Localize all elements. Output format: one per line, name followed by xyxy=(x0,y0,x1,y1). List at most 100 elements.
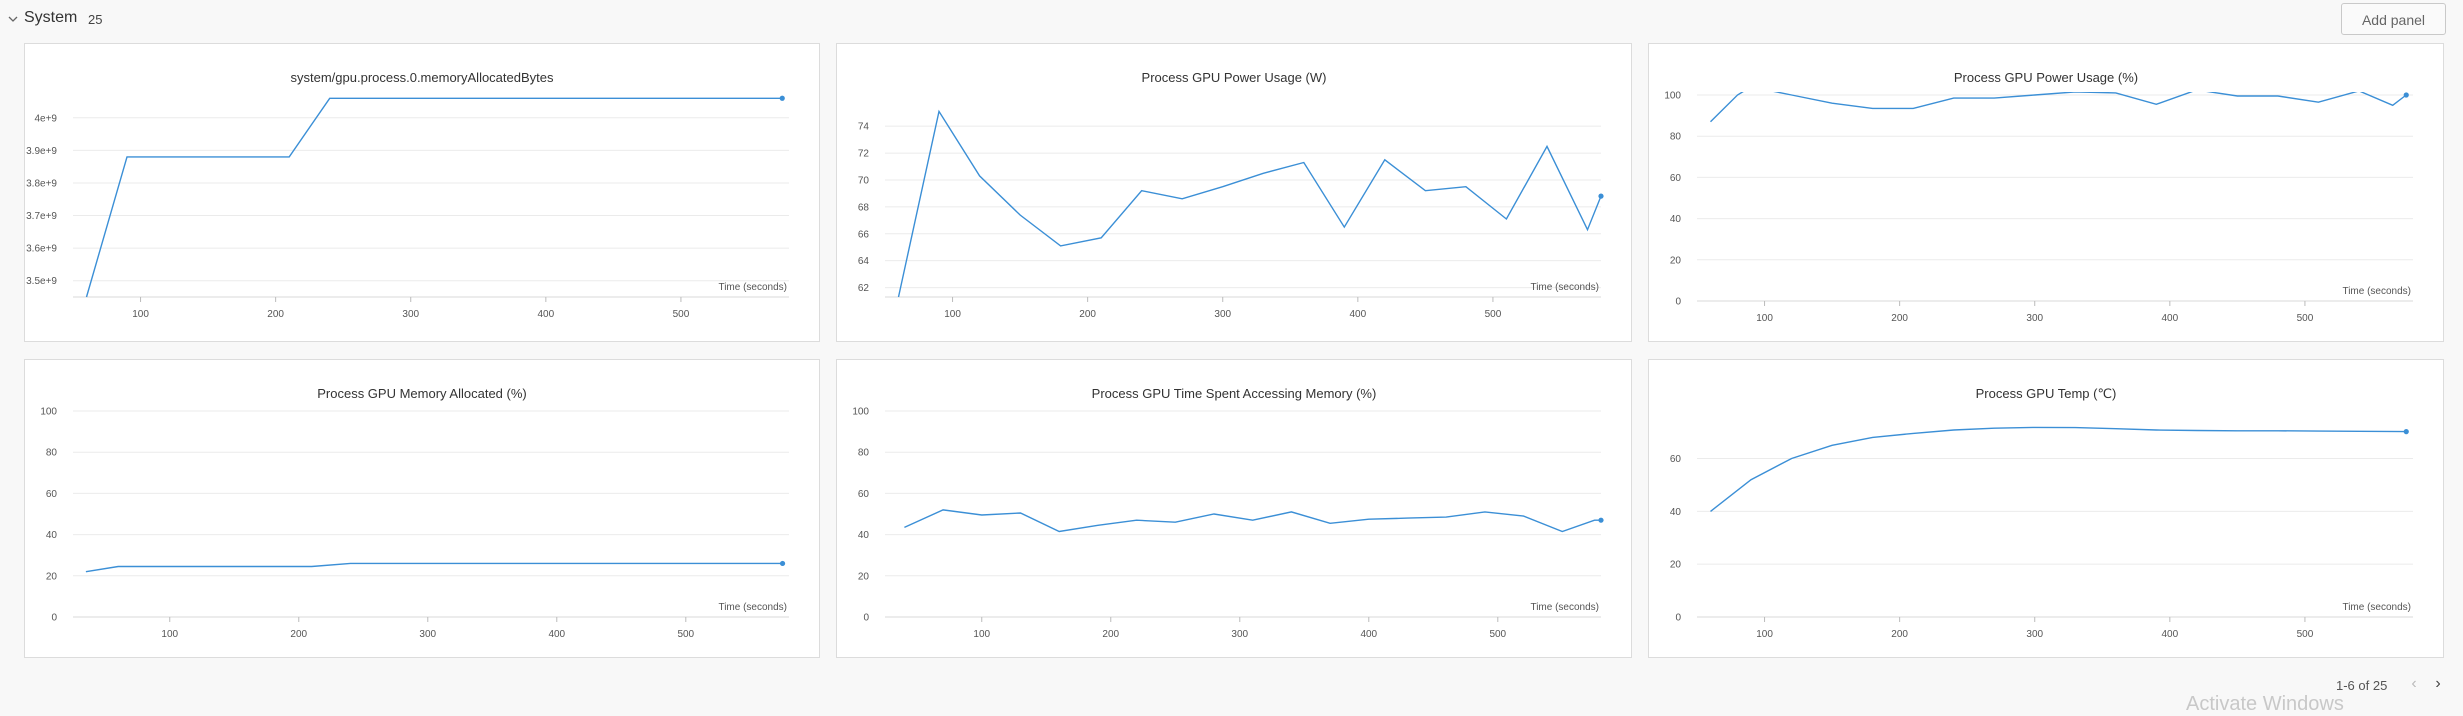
chart-title: Process GPU Memory Allocated (%) xyxy=(317,386,527,401)
line-chart: 0 20 40 60 80 100 100 200 300 400 500 Time (seconds… xyxy=(852,407,1604,640)
chart-title: Process GPU Time Spent Accessing Memory … xyxy=(1091,386,1377,401)
x-tick-label: 200 xyxy=(1079,309,1096,320)
y-tick-label: 0 xyxy=(51,613,57,624)
y-tick-label: 100 xyxy=(852,407,869,418)
line-chart: 0 20 40 60 100 200 300 400 500 Time (seconds) xyxy=(1670,426,2413,640)
y-tick-label: 40 xyxy=(46,530,58,541)
y-tick-label: 3.5e+9 xyxy=(26,276,57,287)
chart-panel[interactable]: system/gpu.process.0.memoryAllocatedByte… xyxy=(24,43,820,342)
y-tick-label: 60 xyxy=(46,489,58,500)
x-axis-label: Time (seconds) xyxy=(1530,282,1599,293)
chevron-down-icon[interactable] xyxy=(6,12,20,26)
series-endpoint xyxy=(779,95,785,101)
series-line xyxy=(1710,426,2407,512)
y-tick-label: 20 xyxy=(1670,255,1682,266)
series-line xyxy=(85,97,783,298)
section-title: System xyxy=(24,9,78,26)
x-tick-label: 100 xyxy=(161,629,178,640)
x-axis-label: Time (seconds) xyxy=(2342,286,2411,297)
y-tick-label: 80 xyxy=(1670,132,1682,143)
chart-title: Process GPU Temp (℃) xyxy=(1975,386,2117,401)
section-header: System 25 Add panel xyxy=(0,0,2463,40)
x-tick-label: 400 xyxy=(548,629,565,640)
series-line xyxy=(1710,92,2407,123)
series-endpoint xyxy=(2403,92,2409,98)
chart-panel[interactable]: Process GPU Time Spent Accessing Memory … xyxy=(836,359,1632,658)
series-endpoint xyxy=(779,560,786,567)
y-tick-label: 40 xyxy=(1670,214,1682,225)
chart-panel[interactable]: Process GPU Power Usage (%) 0 20 40 60 80 100 1… xyxy=(1648,43,2444,342)
chart-title: system/gpu.process.0.memoryAllocatedByte… xyxy=(290,70,554,85)
series-endpoint xyxy=(2403,429,2409,435)
y-tick-label: 66 xyxy=(858,229,870,240)
line-chart: 3.5e+9 3.6e+9 3.7e+9 3.8e+9 3.9e+9 4e+9 100 200… xyxy=(26,95,789,320)
x-tick-label: 200 xyxy=(1891,313,1908,324)
x-tick-label: 500 xyxy=(2297,313,2314,324)
y-tick-label: 20 xyxy=(46,571,58,582)
x-tick-label: 200 xyxy=(1891,629,1908,640)
x-tick-label: 500 xyxy=(1485,309,1502,320)
y-tick-label: 80 xyxy=(46,448,58,459)
x-tick-label: 300 xyxy=(419,629,436,640)
line-chart: 62 64 66 68 70 72 74 100 200 300 400 500 Time (secon… xyxy=(858,109,1604,320)
chevron-right-icon[interactable]: › xyxy=(2435,675,2441,692)
line-chart: 0 20 40 60 80 100 100 200 300 400 500 Time (seconds… xyxy=(40,407,789,640)
x-tick-label: 300 xyxy=(2026,629,2043,640)
x-tick-label: 400 xyxy=(537,309,554,320)
y-tick-label: 40 xyxy=(1670,507,1682,518)
x-tick-label: 200 xyxy=(290,629,307,640)
y-tick-label: 0 xyxy=(1675,613,1681,624)
y-tick-label: 4e+9 xyxy=(34,113,57,124)
section-count-badge: 25 xyxy=(88,12,103,27)
x-tick-label: 500 xyxy=(1489,629,1506,640)
chart-panel[interactable]: Process GPU Temp (℃) 0 20 40 60 100 200 300 400 5… xyxy=(1648,359,2444,658)
y-tick-label: 60 xyxy=(858,489,870,500)
y-tick-label: 72 xyxy=(858,149,870,160)
x-tick-label: 500 xyxy=(673,309,690,320)
y-tick-label: 0 xyxy=(1675,297,1681,308)
chart-title: Process GPU Power Usage (W) xyxy=(1141,70,1327,85)
series-endpoint xyxy=(1598,193,1604,199)
series-line xyxy=(897,109,1602,298)
chart-panel[interactable]: Process GPU Memory Allocated (%) 0 20 40 60 8… xyxy=(24,359,820,658)
x-tick-label: 500 xyxy=(2297,629,2314,640)
windows-activation-watermark: Activate Windows xyxy=(2186,693,2344,715)
y-tick-label: 3.8e+9 xyxy=(26,178,57,189)
y-tick-label: 62 xyxy=(858,283,870,294)
x-axis-label: Time (seconds) xyxy=(718,282,787,293)
x-tick-label: 300 xyxy=(402,309,419,320)
chart-panel[interactable]: Process GPU Power Usage (W) 62 64 66 68 70 72 7… xyxy=(836,43,1632,342)
series-line xyxy=(904,509,1601,533)
x-axis-label: Time (seconds) xyxy=(718,602,787,613)
y-tick-label: 20 xyxy=(1670,560,1682,571)
y-tick-label: 3.6e+9 xyxy=(26,244,57,255)
x-tick-label: 300 xyxy=(1214,309,1231,320)
x-tick-label: 400 xyxy=(2161,313,2178,324)
chevron-left-icon[interactable]: ‹ xyxy=(2411,675,2417,692)
y-tick-label: 70 xyxy=(858,175,870,186)
x-tick-label: 100 xyxy=(132,309,149,320)
y-tick-label: 3.7e+9 xyxy=(26,211,57,222)
add-panel-button[interactable]: Add panel xyxy=(2341,3,2446,35)
x-tick-label: 100 xyxy=(944,309,961,320)
y-tick-label: 74 xyxy=(858,122,870,133)
x-tick-label: 200 xyxy=(1102,629,1119,640)
series-line xyxy=(85,562,783,573)
y-tick-label: 60 xyxy=(1670,173,1682,184)
x-tick-label: 100 xyxy=(1756,313,1773,324)
y-tick-label: 20 xyxy=(858,571,870,582)
series-endpoint xyxy=(1598,517,1604,523)
y-tick-label: 60 xyxy=(1670,454,1682,465)
pagination-label: 1-6 of 25 xyxy=(2336,678,2388,693)
y-tick-label: 100 xyxy=(1664,91,1681,102)
x-tick-label: 200 xyxy=(267,309,284,320)
x-tick-label: 500 xyxy=(677,629,694,640)
x-tick-label: 100 xyxy=(973,629,990,640)
x-tick-label: 400 xyxy=(1360,629,1377,640)
x-tick-label: 400 xyxy=(2161,629,2178,640)
y-tick-label: 100 xyxy=(40,407,57,418)
x-tick-label: 400 xyxy=(1349,309,1366,320)
x-tick-label: 100 xyxy=(1756,629,1773,640)
x-tick-label: 300 xyxy=(2026,313,2043,324)
y-tick-label: 80 xyxy=(858,448,870,459)
